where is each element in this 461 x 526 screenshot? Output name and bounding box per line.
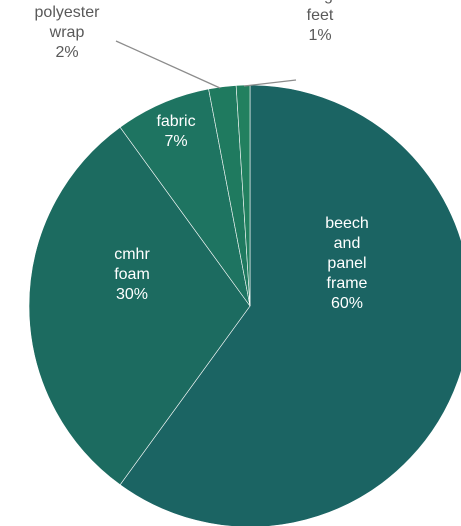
slice-name-label: cmhr — [114, 246, 150, 263]
slice-label: beech and panel frame 60% — [325, 215, 369, 312]
slice-label: fabric 7% — [156, 113, 195, 150]
slice-percent-label: 60% — [331, 295, 363, 312]
slice-name-label: fabric — [156, 113, 195, 130]
slice-percent-label: 2% — [55, 44, 78, 61]
slice-name-label: panel — [327, 255, 366, 272]
slice-name-label: polyester — [35, 4, 101, 21]
slice-name-label: wrap — [49, 24, 85, 41]
slice-percent-label: 1% — [308, 27, 331, 44]
pie-slice-beech-and-panel-frame — [119, 84, 461, 526]
slice-name-label: feet — [307, 7, 334, 24]
slice-name-label: beech — [325, 215, 369, 232]
slice-percent-label: 30% — [116, 286, 148, 303]
slice-label: polyester wrap 2% — [35, 4, 101, 61]
leader-line — [115, 40, 221, 89]
slice-percent-label: 7% — [164, 133, 187, 150]
slice-label: cmhr foam 30% — [114, 246, 150, 303]
slice-label: fittings/feet 1% — [295, 0, 346, 44]
slice-name-label: fittings/ — [295, 0, 346, 4]
slice-name-label: and — [334, 235, 361, 252]
slice-name-label: frame — [327, 275, 368, 292]
slice-name-label: foam — [114, 266, 150, 283]
pie-slice-cmhr-foam — [28, 126, 251, 486]
leader-line — [243, 79, 297, 87]
